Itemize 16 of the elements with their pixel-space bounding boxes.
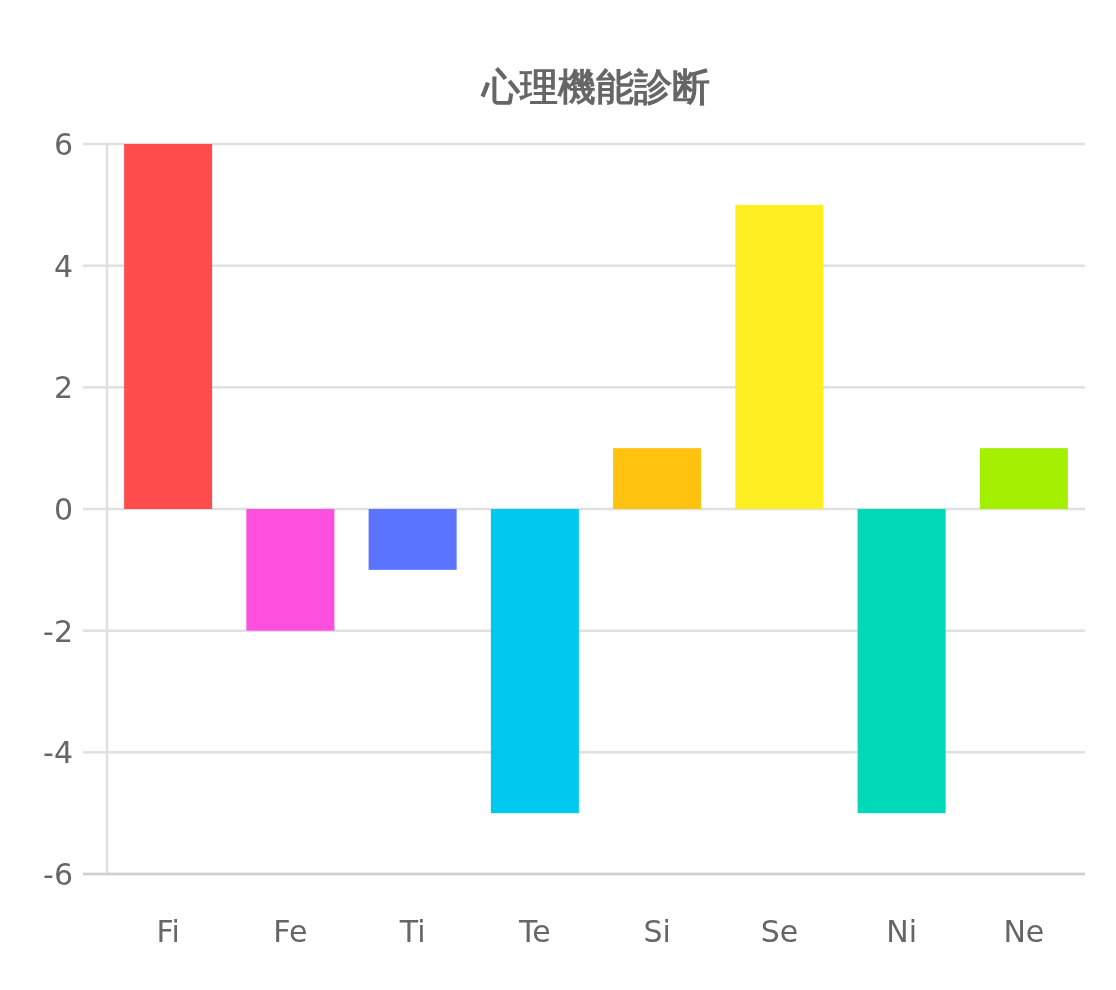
xtick: Te — [519, 914, 551, 949]
xtick: Ne — [1003, 914, 1045, 949]
xtick: Ti — [399, 914, 426, 949]
xtick: Fi — [156, 914, 180, 949]
ytick: 2 — [53, 370, 73, 406]
ytick: 4 — [53, 248, 73, 284]
ytick: -4 — [43, 735, 73, 771]
ytick: 6 — [53, 127, 73, 162]
ytick: 0 — [53, 492, 73, 527]
xtick: Se — [760, 914, 799, 949]
ytick: -6 — [43, 857, 73, 892]
xtick: Fe — [273, 914, 308, 949]
ytick: -2 — [43, 613, 73, 649]
xtick: Ni — [886, 914, 917, 949]
title: 心理機能診断 — [482, 65, 710, 109]
xtick: Si — [643, 914, 671, 949]
